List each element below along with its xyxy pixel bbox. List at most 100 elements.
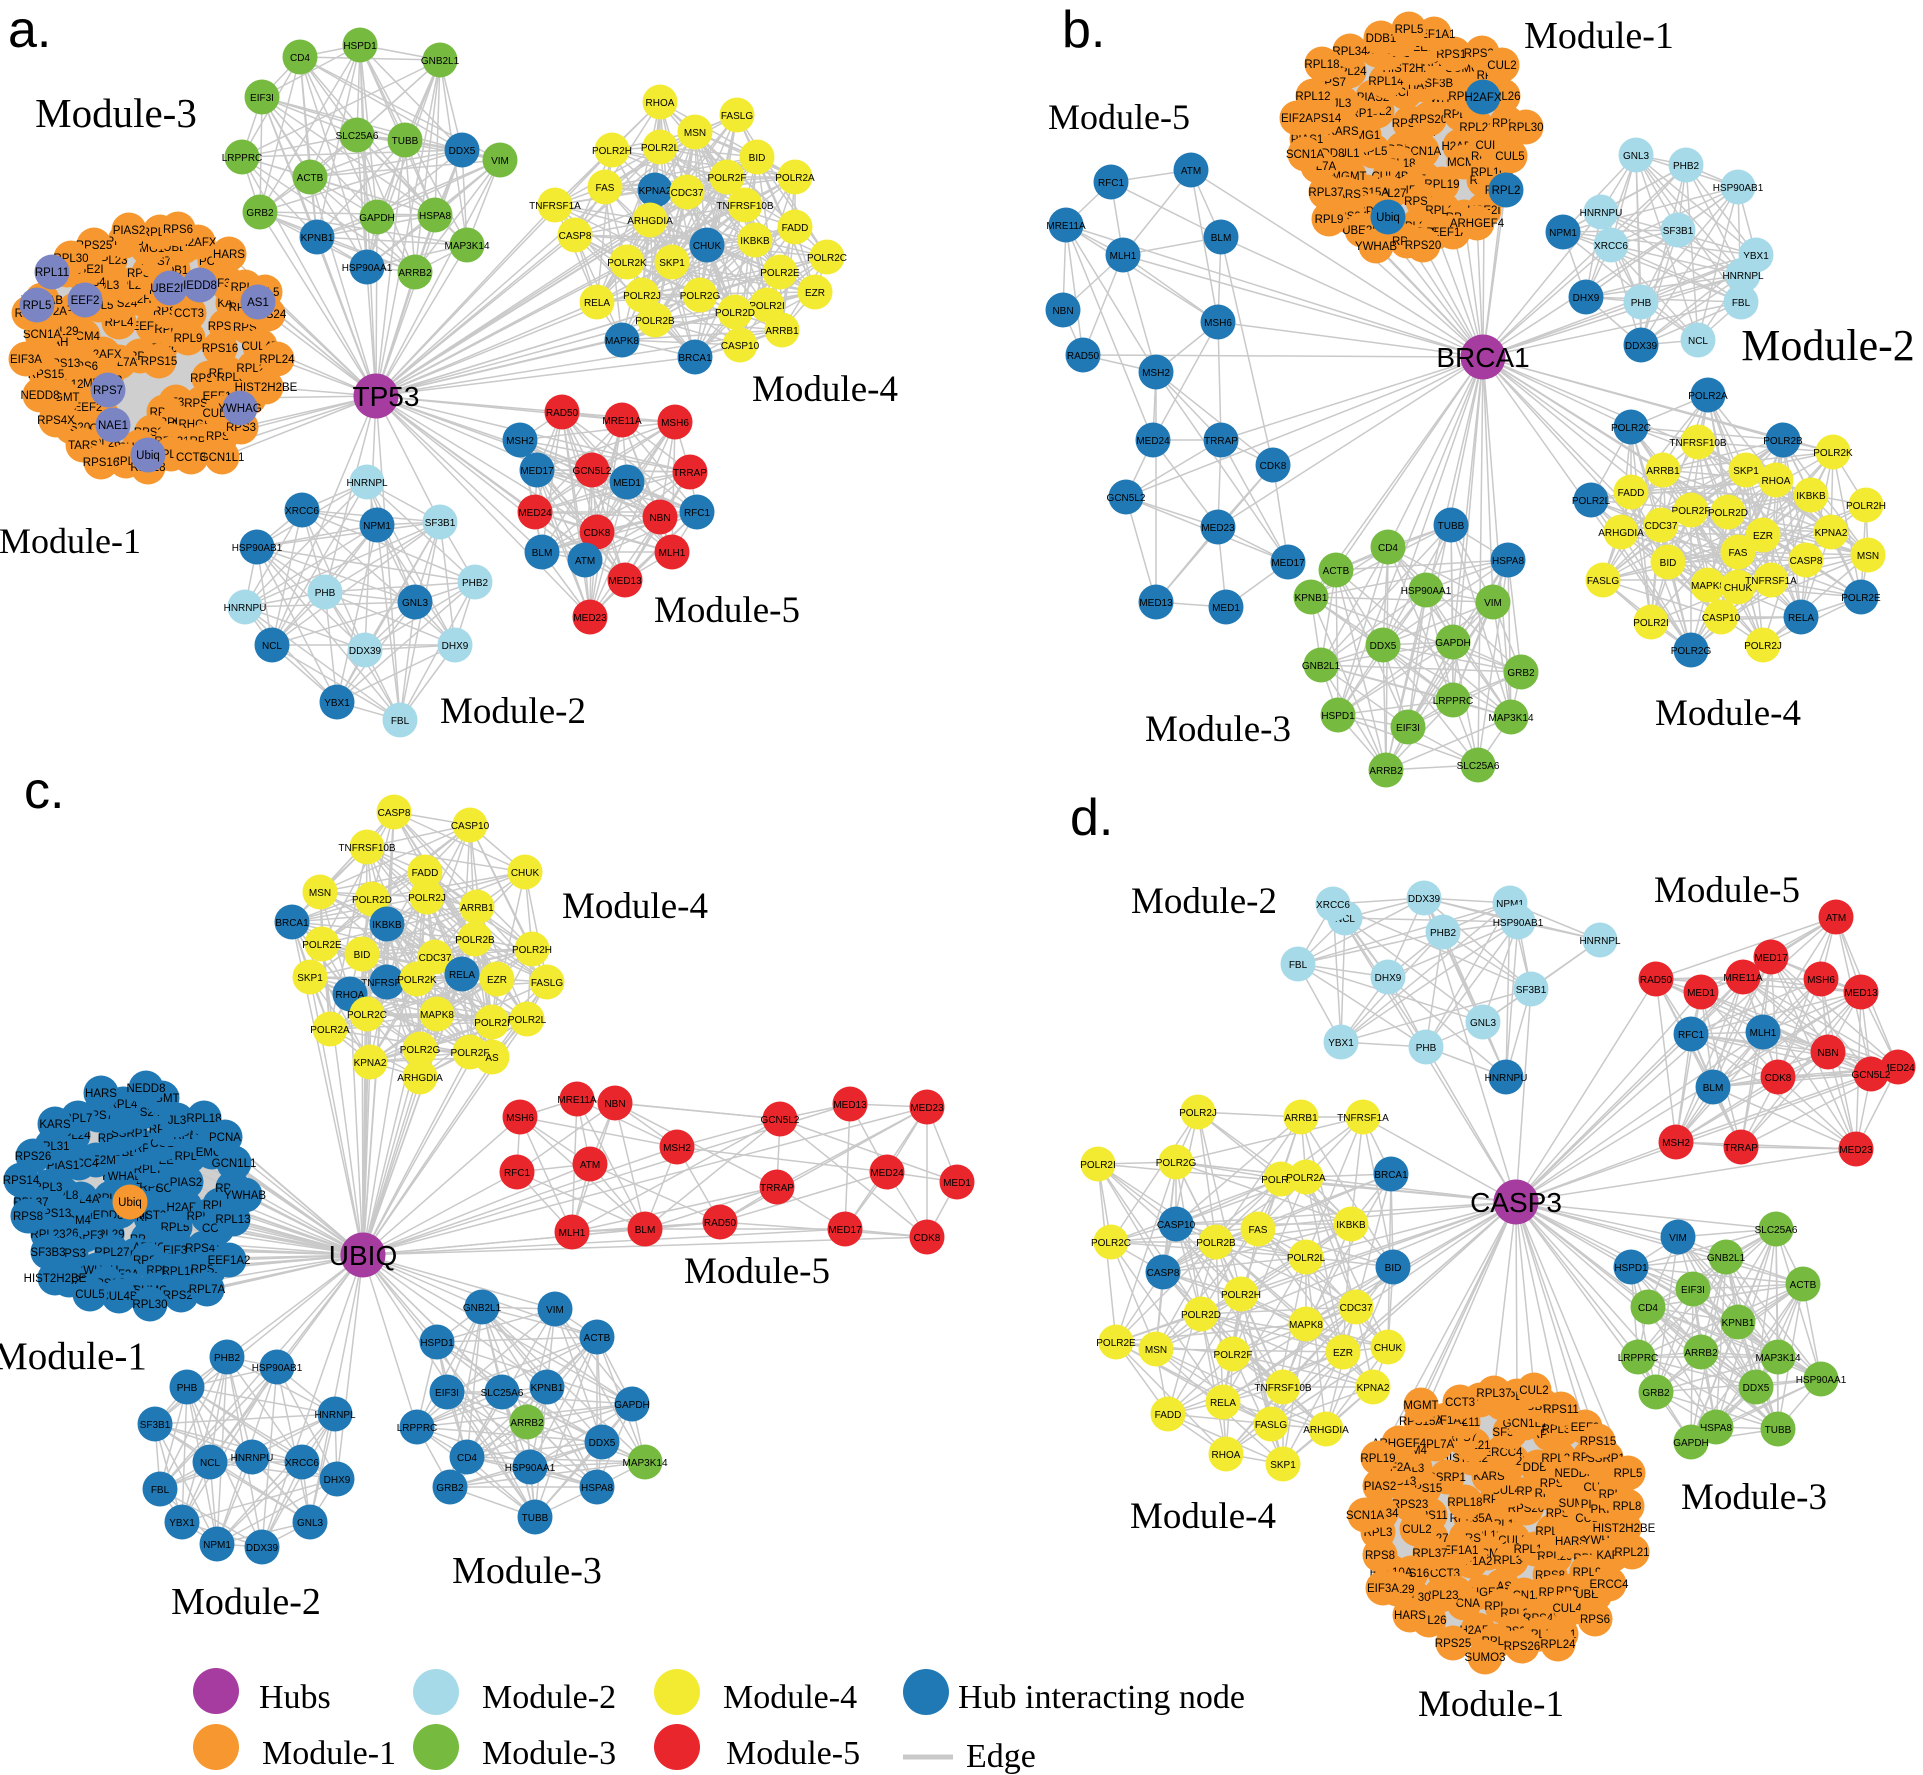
svg-text:CDK8: CDK8 (584, 528, 611, 539)
svg-text:POLR2A: POLR2A (310, 1025, 350, 1036)
svg-text:ACTB: ACTB (1790, 1280, 1817, 1291)
svg-text:ATM: ATM (575, 556, 595, 567)
svg-text:MSH2: MSH2 (1662, 1138, 1690, 1149)
svg-text:Module-1: Module-1 (0, 521, 141, 561)
svg-text:RAD50: RAD50 (704, 1218, 737, 1229)
svg-text:IKBKB: IKBKB (1336, 1220, 1366, 1231)
svg-text:PIAS2: PIAS2 (170, 1177, 203, 1189)
svg-text:POLR2G: POLR2G (400, 1045, 441, 1056)
svg-text:RPL18: RPL18 (1304, 59, 1339, 71)
svg-text:RPL13: RPL13 (215, 1214, 250, 1226)
svg-text:ACTB: ACTB (584, 1333, 611, 1344)
svg-text:FBL: FBL (391, 716, 410, 727)
svg-text:Module-3: Module-3 (35, 90, 197, 136)
svg-text:SLC25A6: SLC25A6 (336, 131, 379, 142)
svg-text:MAP3K14: MAP3K14 (444, 241, 489, 252)
svg-text:YWHAB: YWHAB (224, 1190, 267, 1202)
svg-text:RELA: RELA (1210, 1398, 1236, 1409)
svg-text:NEDD8: NEDD8 (127, 1083, 166, 1095)
svg-text:RPL12: RPL12 (1295, 91, 1330, 103)
svg-text:FADD: FADD (782, 223, 809, 234)
svg-text:POLR2G: POLR2G (1156, 1158, 1197, 1169)
svg-text:VIM: VIM (546, 1305, 564, 1316)
svg-text:TRRAP: TRRAP (673, 468, 707, 479)
svg-text:RPL9: RPL9 (174, 333, 203, 345)
svg-text:POLR2K: POLR2K (607, 258, 647, 269)
svg-text:NPM1: NPM1 (363, 521, 391, 532)
svg-text:POLR2I: POLR2I (474, 1018, 510, 1029)
svg-text:MED23: MED23 (910, 1103, 944, 1114)
svg-text:DDX5: DDX5 (589, 1438, 616, 1449)
svg-text:MAPK8: MAPK8 (420, 1010, 454, 1021)
svg-text:TNFRSF10B: TNFRSF10B (338, 843, 396, 854)
svg-text:KPNA2: KPNA2 (354, 1058, 387, 1069)
svg-text:EZR: EZR (1333, 1348, 1353, 1359)
svg-text:VIM: VIM (1484, 598, 1502, 609)
svg-text:POLR2L: POLR2L (1287, 1253, 1326, 1264)
svg-text:POLR2C: POLR2C (1091, 1238, 1131, 1249)
svg-text:NEDD8: NEDD8 (21, 390, 60, 402)
svg-text:KPNA2: KPNA2 (1815, 528, 1848, 539)
svg-text:ARRB2: ARRB2 (510, 1418, 544, 1429)
svg-text:IEDD8: IEDD8 (183, 280, 217, 292)
svg-text:RPS4X: RPS4X (37, 415, 75, 427)
svg-text:EIF3I: EIF3I (435, 1388, 459, 1399)
svg-text:ARHGDIA: ARHGDIA (627, 216, 673, 227)
svg-text:HARS: HARS (85, 1088, 117, 1100)
svg-text:MSN: MSN (1857, 551, 1879, 562)
svg-text:POLR2E: POLR2E (1841, 593, 1881, 604)
svg-text:CCT3: CCT3 (176, 452, 206, 464)
svg-text:CDC37: CDC37 (419, 953, 452, 964)
svg-text:POLR2J: POLR2J (1179, 1108, 1217, 1119)
svg-text:YBX1: YBX1 (1743, 251, 1769, 262)
svg-text:CASP8: CASP8 (1147, 1268, 1180, 1279)
svg-text:NCL: NCL (1688, 336, 1708, 347)
svg-text:CASP10: CASP10 (1157, 1220, 1196, 1231)
svg-text:POLR2K: POLR2K (397, 975, 437, 986)
svg-text:POLR2H: POLR2H (512, 945, 552, 956)
svg-text:ARRB1: ARRB1 (460, 903, 494, 914)
svg-text:DDX5: DDX5 (1370, 641, 1397, 652)
svg-text:MSH6: MSH6 (661, 418, 689, 429)
svg-text:SLC25A6: SLC25A6 (481, 1388, 524, 1399)
svg-text:RPS20: RPS20 (1411, 114, 1447, 126)
svg-text:POLR2B: POLR2B (635, 316, 675, 327)
svg-text:POLR2L: POLR2L (508, 1015, 547, 1026)
svg-text:HNRNPU: HNRNPU (231, 1453, 274, 1464)
svg-text:CASP10: CASP10 (451, 821, 490, 832)
svg-text:HSPA8: HSPA8 (419, 211, 451, 222)
svg-text:RAD50: RAD50 (1640, 975, 1673, 986)
svg-text:CDK8: CDK8 (1260, 461, 1287, 472)
svg-text:BLM: BLM (532, 548, 553, 559)
svg-text:POLR2B: POLR2B (455, 935, 495, 946)
svg-text:PHB: PHB (315, 588, 336, 599)
svg-text:ATM: ATM (1181, 166, 1201, 177)
svg-text:GRB2: GRB2 (1507, 668, 1535, 679)
svg-text:RPL30: RPL30 (132, 1299, 167, 1311)
svg-text:GCN5L2: GCN5L2 (1852, 1070, 1891, 1081)
svg-text:EEF2: EEF2 (71, 295, 100, 307)
svg-text:POLR2D: POLR2D (715, 308, 755, 319)
svg-text:TNFRSF1A: TNFRSF1A (1745, 576, 1797, 587)
svg-text:POLR2H: POLR2H (592, 146, 632, 157)
svg-text:GNB2L1: GNB2L1 (1302, 661, 1341, 672)
svg-text:Ubiq: Ubiq (1376, 212, 1400, 224)
svg-text:ATM: ATM (1826, 913, 1846, 924)
svg-text:a.: a. (8, 1, 51, 59)
svg-text:MAP3K14: MAP3K14 (1488, 713, 1533, 724)
svg-text:ACTB: ACTB (297, 173, 324, 184)
svg-text:MED24: MED24 (518, 508, 552, 519)
svg-text:MAP3K14: MAP3K14 (1755, 1353, 1800, 1364)
svg-text:RELA: RELA (449, 970, 475, 981)
svg-text:GNB2L1: GNB2L1 (1707, 1253, 1746, 1264)
svg-text:SLC25A6: SLC25A6 (1457, 761, 1500, 772)
svg-text:MED23: MED23 (573, 613, 607, 624)
svg-text:CASP10: CASP10 (1702, 613, 1741, 624)
svg-text:TP53: TP53 (353, 381, 420, 412)
svg-text:POLR2I: POLR2I (749, 301, 785, 312)
svg-text:RPL2: RPL2 (1492, 185, 1521, 197)
svg-text:NCL: NCL (200, 1458, 220, 1469)
svg-text:FBL: FBL (151, 1485, 170, 1496)
svg-text:DDX39: DDX39 (1625, 341, 1658, 352)
svg-text:KPNB1: KPNB1 (1722, 1318, 1755, 1329)
